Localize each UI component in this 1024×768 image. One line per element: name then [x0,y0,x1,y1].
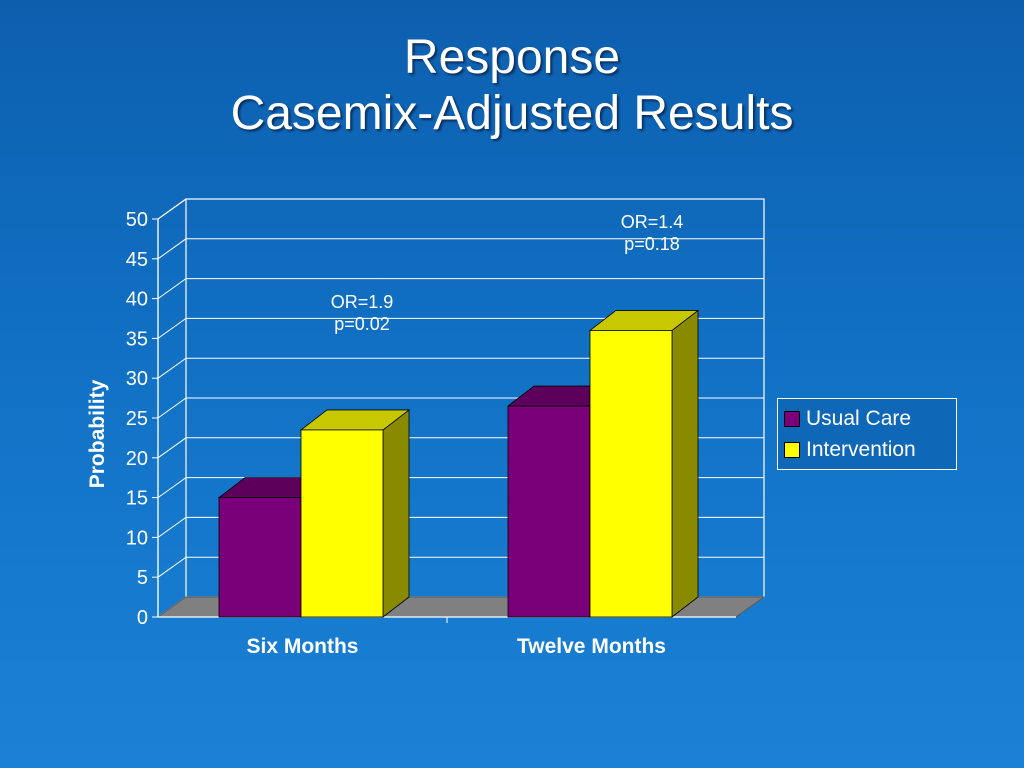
bar-side-intervention [382,409,410,618]
chart-legend: Usual Care Intervention [777,398,957,470]
annotation-odds-ratio: OR=1.9 [331,292,394,312]
chart-gridline [157,198,764,220]
annotation-odds-ratio: OR=1.4 [621,212,684,232]
y-axis-tick-label: 0 [137,607,148,629]
y-axis-tick-label: 5 [137,567,148,589]
legend-label-usual-care: Usual Care [806,406,912,430]
chart-gridline [157,278,764,300]
y-axis-tick-label: 35 [126,328,148,350]
bar-usual-care-six-months [218,497,302,618]
y-axis-tick-label: 50 [126,209,148,231]
y-axis-tick-label: 25 [126,408,148,430]
legend-label-intervention: Intervention [806,437,916,461]
bar-intervention-six-months [300,429,384,618]
chart-labels: Six Months Twelve Months OR=1.9p=0.02 OR=1.… [86,212,683,658]
annotation-p-value: p=0.18 [624,234,680,254]
slide-title-line-1: Response [403,31,621,84]
y-axis-tick-label: 10 [126,527,148,549]
bar-intervention-twelve-months [589,330,673,618]
y-axis-tick-label: 30 [126,368,148,390]
y-axis-tick-label: 20 [126,448,148,470]
slide-title: Response Casemix-Adjusted Results [0,30,1024,142]
legend-item-usual-care: Usual Care [784,403,950,434]
chart-gridline [157,357,764,379]
x-axis-category-label: Twelve Months [517,635,666,658]
bar-usual-care-twelve-months [507,405,591,618]
y-axis-tick-label: 15 [126,488,148,510]
legend-swatch-usual-care [784,410,800,427]
chart-bars [217,309,700,618]
y-axis-tick-label: 45 [126,249,148,271]
chart-gridline [157,317,764,339]
bar-side-intervention [671,309,699,618]
y-axis-title: Probability [86,379,109,488]
legend-swatch-intervention [784,441,800,458]
x-axis-category-label: Six Months [246,635,358,658]
annotation-p-value: p=0.02 [334,314,390,334]
chart-gridline [157,238,764,260]
y-axis-tick-label: 40 [126,289,148,311]
slide-title-line-2: Casemix-Adjusted Results [230,87,794,140]
legend-item-intervention: Intervention [784,434,950,465]
